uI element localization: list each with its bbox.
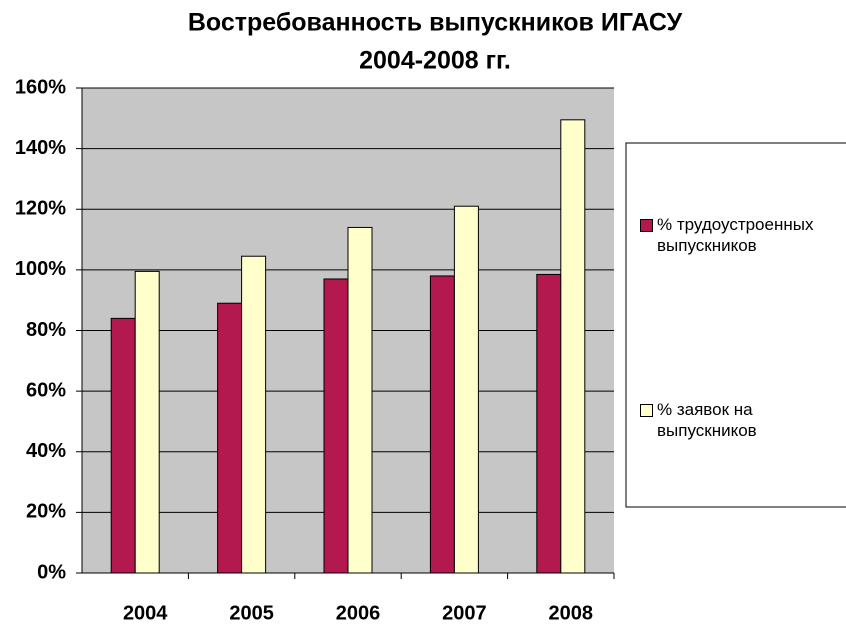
- legend-label: % заявок на выпускников: [657, 400, 757, 440]
- x-tick-label: 2008: [549, 602, 594, 624]
- y-tick-label: 60%: [26, 379, 66, 401]
- y-tick-label: 80%: [26, 319, 66, 341]
- bar: [241, 255, 267, 574]
- bar: [429, 275, 455, 574]
- y-tick-label: 160%: [15, 76, 66, 98]
- x-tick-label: 2005: [229, 602, 274, 624]
- y-tick-label: 100%: [15, 258, 66, 280]
- bar: [323, 278, 349, 574]
- legend-label: % трудоустроенных выпускников: [657, 215, 814, 255]
- chart-title: Востребованность выпускников ИГАСУ: [188, 9, 683, 37]
- x-tick-label: 2007: [442, 602, 487, 624]
- bar: [110, 317, 136, 574]
- legend-swatch: [640, 404, 653, 417]
- bar: [134, 270, 160, 574]
- y-tick-label: 120%: [15, 198, 66, 220]
- legend-swatch: [640, 219, 653, 232]
- chart-subtitle: 2004-2008 гг.: [359, 47, 511, 75]
- x-tick-label: 2004: [123, 602, 168, 624]
- y-tick-label: 20%: [26, 501, 66, 523]
- bar: [536, 273, 562, 574]
- bar: [217, 302, 243, 574]
- bar: [560, 119, 586, 574]
- bar: [453, 205, 479, 574]
- y-tick-label: 40%: [26, 440, 66, 462]
- x-tick-label: 2006: [336, 602, 381, 624]
- legend-box: [625, 142, 846, 508]
- bar: [347, 226, 373, 574]
- y-tick-label: 0%: [37, 561, 66, 583]
- y-tick-label: 140%: [15, 137, 66, 159]
